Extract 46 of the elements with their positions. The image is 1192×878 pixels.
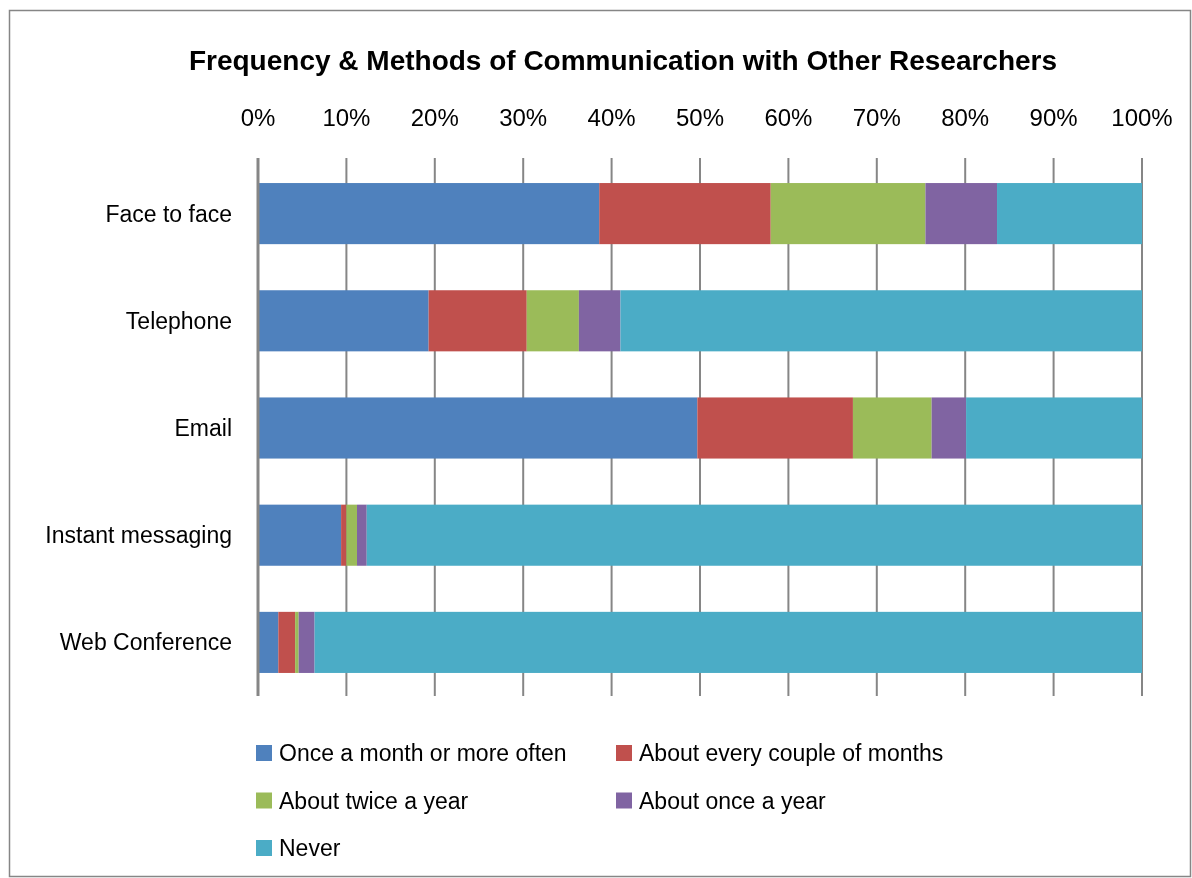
bar — [852, 397, 932, 459]
x-tick-label: 0% — [240, 104, 276, 131]
bar — [258, 183, 600, 245]
y-tick-label: Telephone — [125, 307, 232, 334]
x-tick-label: 70% — [852, 104, 901, 131]
bar — [278, 611, 296, 673]
bar — [526, 290, 579, 352]
bar — [366, 504, 1142, 566]
x-tick-label: 10% — [322, 104, 371, 131]
bar — [997, 183, 1142, 245]
bar — [295, 611, 299, 673]
x-tick-label: 50% — [675, 104, 725, 131]
legend-label: About twice a year — [279, 787, 469, 814]
x-tick-label: 40% — [587, 104, 636, 131]
x-tick-label: 100% — [1111, 104, 1173, 131]
legend-label: Once a month or more often — [279, 740, 567, 767]
bar — [346, 504, 358, 566]
x-tick-label: 80% — [941, 104, 990, 131]
y-tick-label: Instant messaging — [45, 522, 232, 549]
bar — [298, 611, 315, 673]
legend-label: About once a year — [639, 787, 827, 814]
bar — [599, 183, 771, 245]
bar — [357, 504, 367, 566]
bar — [258, 397, 698, 459]
legend-label: About every couple of months — [639, 740, 944, 767]
bar — [258, 504, 342, 566]
y-tick-label: Web Conference — [59, 629, 232, 656]
bar — [931, 397, 967, 459]
chart-title: Frequency & Methods of Communication with Other Researchers — [188, 45, 1058, 76]
bar — [770, 183, 926, 245]
x-tick-label: 20% — [410, 104, 459, 131]
bar — [341, 504, 347, 566]
bar — [697, 397, 853, 459]
bar — [925, 183, 998, 245]
bar — [314, 611, 1142, 673]
bar — [258, 290, 429, 352]
bar — [578, 290, 621, 352]
x-tick-label: 90% — [1029, 104, 1078, 131]
x-tick-label: 60% — [764, 104, 813, 131]
legend-label: Never — [279, 835, 341, 862]
bar — [966, 397, 1142, 459]
bar — [620, 290, 1142, 352]
y-tick-label: Email — [174, 415, 232, 442]
bar — [428, 290, 527, 352]
x-tick-label: 30% — [499, 104, 548, 131]
y-tick-label: Face to face — [105, 200, 232, 227]
